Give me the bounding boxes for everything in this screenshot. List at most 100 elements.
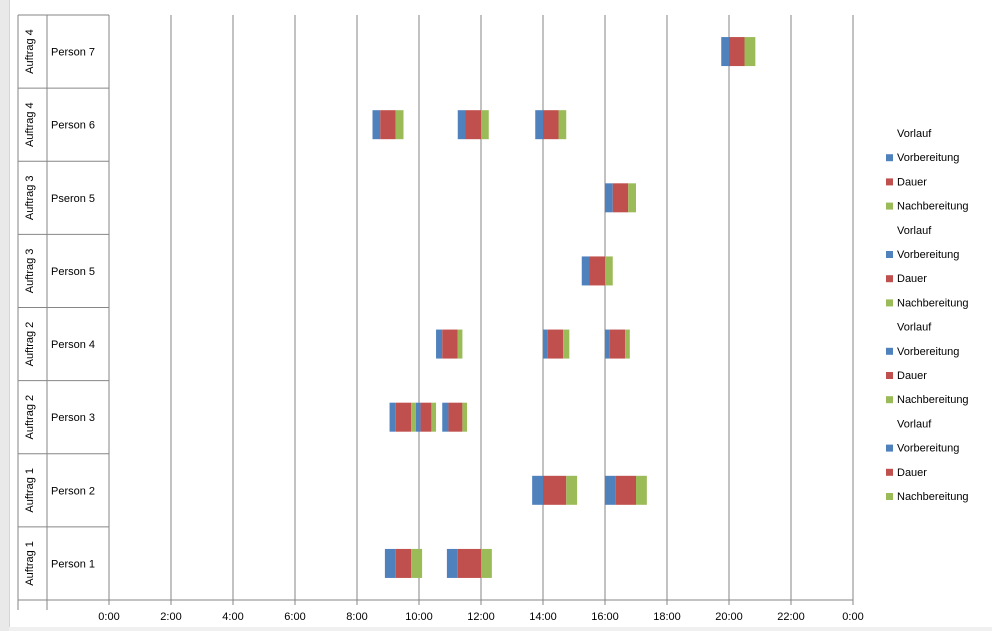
bar-dauer <box>457 548 481 578</box>
bar-vorbereitung <box>605 329 610 359</box>
x-tick-label: 0:00 <box>842 611 863 623</box>
legend-swatch <box>886 154 893 162</box>
horizontal-scrollbar[interactable] <box>9 627 992 631</box>
bar-vorbereitung <box>384 548 396 578</box>
chart-grid <box>170 15 854 600</box>
bar-nachbereitung <box>462 402 468 432</box>
person-label: Person 7 <box>51 47 95 59</box>
bar-nachbereitung <box>431 402 437 432</box>
legend-swatch <box>886 178 893 186</box>
bar-vorbereitung <box>415 402 421 432</box>
bar-vorbereitung <box>605 183 613 213</box>
legend-label: Vorbereitung <box>897 443 959 455</box>
auftrag-label: Auftrag 3 <box>24 249 36 294</box>
person-label: Pseron 5 <box>51 193 95 205</box>
legend-label: Dauer <box>897 176 927 188</box>
bar-vorbereitung <box>543 329 548 359</box>
bar-vorbereitung <box>389 402 396 432</box>
x-tick-label: 8:00 <box>346 611 367 623</box>
bar-nachbereitung <box>558 110 567 140</box>
legend-label: Dauer <box>897 273 927 285</box>
auftrag-label: Auftrag 3 <box>24 175 36 220</box>
person-label: Person 2 <box>51 485 95 497</box>
legend-label: Vorbereitung <box>897 346 959 358</box>
legend-swatch <box>886 275 893 283</box>
bar-dauer <box>442 329 458 359</box>
legend-label: Nachbereitung <box>897 201 969 213</box>
person-label: Person 6 <box>51 120 95 132</box>
bar-nachbereitung <box>395 110 404 140</box>
bar-nachbereitung <box>566 475 578 505</box>
auftrag-label: Auftrag 4 <box>24 102 36 147</box>
legend-swatch <box>886 347 893 355</box>
bar-vorbereitung <box>535 110 543 140</box>
legend-swatch <box>886 444 893 452</box>
bar-nachbereitung <box>457 329 463 359</box>
person-label: Person 3 <box>51 412 95 424</box>
bar-nachbereitung <box>563 329 570 359</box>
chart-bars <box>372 37 756 578</box>
person-label: Person 5 <box>51 266 95 278</box>
x-tick-label: 12:00 <box>467 611 495 623</box>
legend-swatch <box>886 299 893 307</box>
legend-label: Nachbereitung <box>897 394 969 406</box>
bar-dauer <box>612 183 629 213</box>
bar-vorbereitung <box>457 110 466 140</box>
bar-dauer <box>395 402 412 432</box>
legend-label: Dauer <box>897 370 927 382</box>
bar-nachbereitung <box>744 37 756 67</box>
legend-swatch <box>886 251 893 258</box>
bar-dauer <box>465 110 481 140</box>
vertical-scrollbar[interactable] <box>0 0 10 631</box>
bar-vorbereitung <box>581 256 590 286</box>
bar-dauer <box>420 402 432 432</box>
bar-nachbereitung <box>625 329 630 359</box>
legend-label: Nachbereitung <box>897 491 969 503</box>
legend-swatch <box>886 396 893 404</box>
bar-dauer <box>448 402 463 432</box>
legend-swatch <box>886 372 893 379</box>
legend-label: Vorbereitung <box>897 152 959 164</box>
bar-dauer <box>609 329 626 359</box>
bar-nachbereitung <box>605 256 613 286</box>
person-label: Person 1 <box>51 558 95 570</box>
x-tick-label: 22:00 <box>777 611 805 623</box>
chart-legend: Vorlauf Vorbereitung Dauer Nachbereitung Vor… <box>886 128 969 503</box>
bar-nachbereitung <box>628 183 636 213</box>
bar-nachbereitung <box>411 402 416 432</box>
bar-vorbereitung <box>442 402 449 432</box>
x-tick-label: 0:00 <box>98 611 119 623</box>
x-tick-label: 18:00 <box>653 611 681 623</box>
legend-label: Vorbereitung <box>897 249 959 261</box>
auftrag-label: Auftrag 2 <box>24 322 36 367</box>
chart-axes: 0:00 2:00 4:00 6:00 8:00 10:00 12:00 14:00 16:00… <box>17 14 864 623</box>
bar-vorbereitung <box>372 110 381 140</box>
x-tick-label: 16:00 <box>591 611 619 623</box>
bar-dauer <box>543 110 559 140</box>
bar-dauer <box>543 475 567 505</box>
bar-nachbereitung <box>411 548 423 578</box>
bar-vorbereitung <box>605 475 616 505</box>
bar-dauer <box>589 256 605 286</box>
bar-dauer <box>547 329 564 359</box>
person-label: Person 4 <box>51 339 95 351</box>
x-tick-label: 10:00 <box>405 611 433 623</box>
legend-label: Dauer <box>897 467 927 479</box>
bar-dauer <box>615 475 636 505</box>
bar-dauer <box>395 548 412 578</box>
legend-swatch <box>886 493 893 500</box>
bar-vorbereitung <box>532 475 543 505</box>
legend-label: Nachbereitung <box>897 297 969 309</box>
legend-swatch <box>886 468 893 476</box>
auftrag-label: Auftrag 1 <box>24 468 36 513</box>
bar-vorbereitung <box>721 37 729 67</box>
x-tick-label: 6:00 <box>284 611 305 623</box>
x-tick-label: 4:00 <box>222 611 243 623</box>
x-tick-label: 20:00 <box>715 611 743 623</box>
bar-vorbereitung <box>446 548 458 578</box>
bar-nachbereitung <box>481 548 492 578</box>
legend-label: Vorlauf <box>897 225 932 237</box>
legend-label: Vorlauf <box>897 418 932 430</box>
auftrag-label: Auftrag 1 <box>24 541 36 586</box>
